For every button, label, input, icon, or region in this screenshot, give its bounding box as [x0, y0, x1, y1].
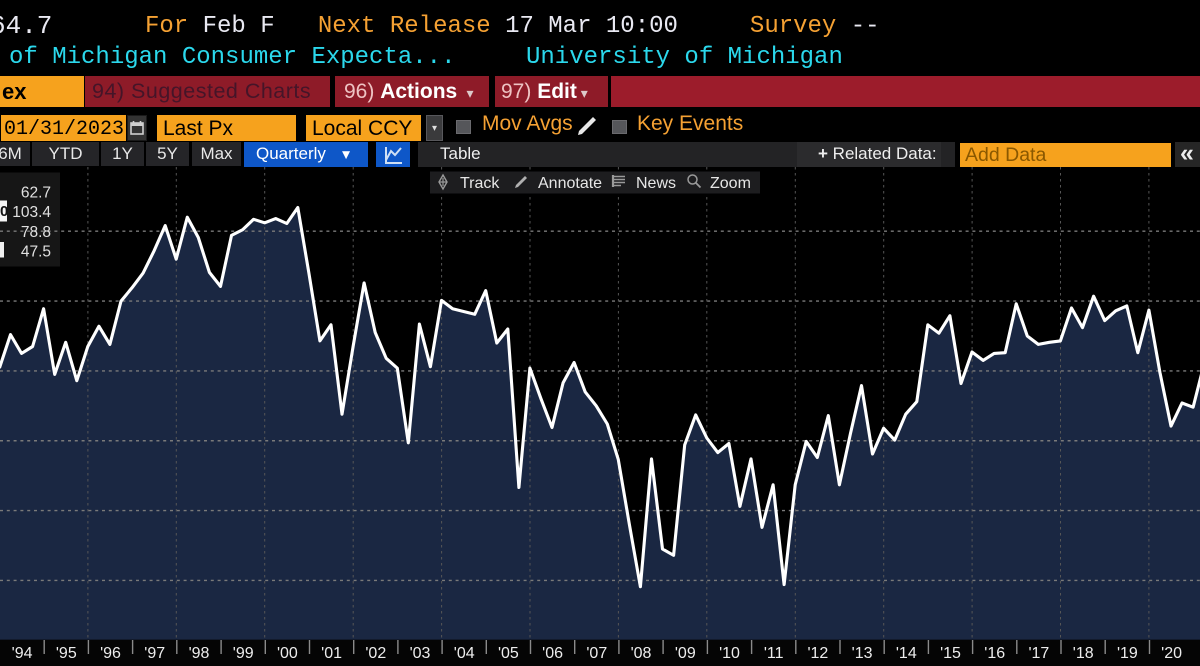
svg-text:Annotate: Annotate [538, 175, 602, 192]
svg-text:'15: '15 [940, 645, 961, 662]
svg-text:'99: '99 [233, 645, 254, 662]
svg-text:0: 0 [0, 203, 8, 220]
svg-text:78.8: 78.8 [21, 224, 51, 241]
svg-text:62.7: 62.7 [21, 185, 51, 202]
svg-text:'97: '97 [144, 645, 165, 662]
svg-text:'12: '12 [807, 645, 828, 662]
svg-text:'04: '04 [454, 645, 475, 662]
svg-text:News: News [636, 175, 676, 192]
svg-text:Zoom: Zoom [710, 175, 751, 192]
svg-text:'00: '00 [277, 645, 298, 662]
svg-text:'95: '95 [56, 645, 77, 662]
svg-text:'10: '10 [719, 645, 740, 662]
svg-text:'13: '13 [852, 645, 873, 662]
svg-text:'03: '03 [410, 645, 431, 662]
svg-text:47.5: 47.5 [21, 244, 51, 261]
svg-text:'98: '98 [189, 645, 210, 662]
svg-text:'20: '20 [1161, 645, 1182, 662]
svg-text:'94: '94 [12, 645, 33, 662]
svg-text:'09: '09 [675, 645, 696, 662]
svg-text:'02: '02 [365, 645, 386, 662]
svg-text:'18: '18 [1073, 645, 1094, 662]
svg-text:'05: '05 [498, 645, 519, 662]
svg-text:'01: '01 [321, 645, 342, 662]
svg-text:'16: '16 [984, 645, 1005, 662]
svg-text:'06: '06 [542, 645, 563, 662]
svg-text:103.4: 103.4 [12, 204, 51, 221]
svg-text:'17: '17 [1028, 645, 1049, 662]
svg-text:'08: '08 [631, 645, 652, 662]
svg-text:'19: '19 [1117, 645, 1138, 662]
svg-text:Track: Track [460, 175, 500, 192]
svg-text:'07: '07 [586, 645, 607, 662]
svg-text:'11: '11 [764, 645, 784, 662]
svg-text:'96: '96 [100, 645, 121, 662]
svg-text:'14: '14 [896, 645, 917, 662]
